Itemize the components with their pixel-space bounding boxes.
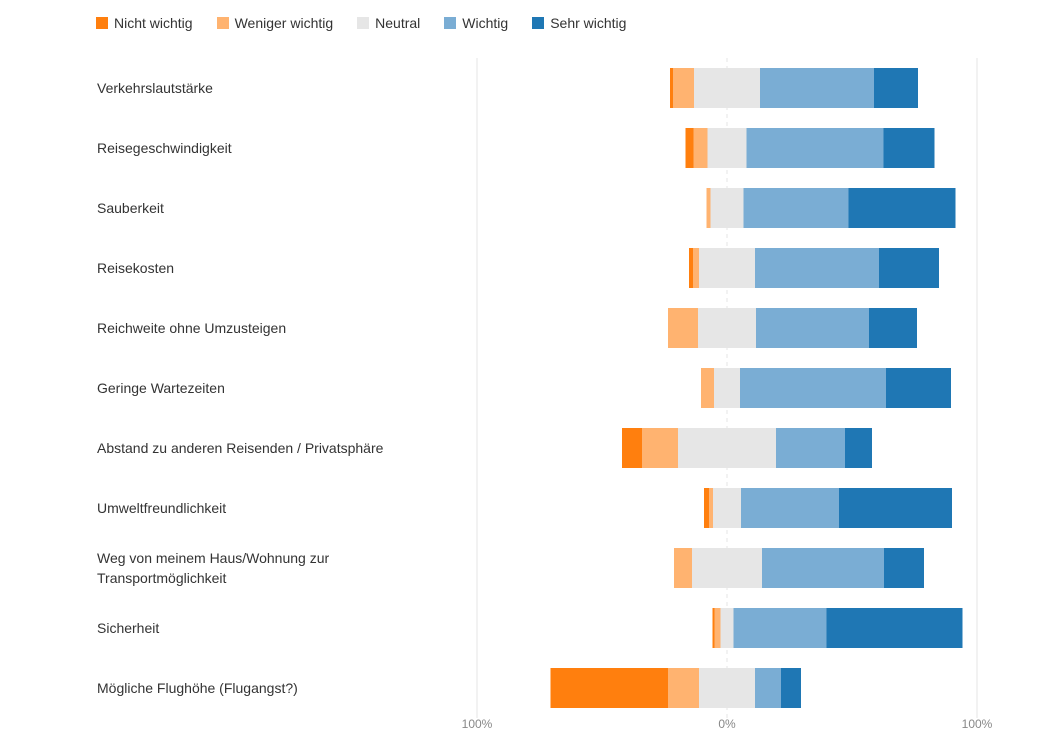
bar-segment[interactable] (839, 488, 952, 528)
bar-segment[interactable] (869, 308, 917, 348)
category-labels: Verkehrslautstärke Reisegeschwindigkeit … (0, 0, 470, 740)
category-label: Sauberkeit (97, 200, 164, 216)
legend-swatch (357, 17, 370, 29)
bar-segment[interactable] (845, 428, 872, 468)
legend-item-wichtig[interactable]: Wichtig (444, 15, 508, 31)
category-label: Reisekosten (97, 260, 175, 276)
bar-segment[interactable] (720, 608, 734, 648)
bar-segment[interactable] (781, 668, 801, 708)
bar-segment[interactable] (760, 68, 874, 108)
bar-segment[interactable] (713, 488, 741, 528)
legend-label: Neutral (375, 15, 421, 31)
bar-segment[interactable] (642, 428, 678, 468)
tick-label: 0% (718, 717, 736, 731)
legend-swatch (532, 17, 545, 29)
category-label: Mögliche Flughöhe (Flugangst?) (97, 680, 298, 696)
bar-segment[interactable] (886, 368, 951, 408)
legend-item-sehr-wichtig[interactable]: Sehr wichtig (532, 15, 626, 31)
legend-swatch (444, 17, 457, 29)
bar-segment[interactable] (678, 428, 776, 468)
tick-label: 100% (962, 717, 993, 731)
legend-label: Sehr wichtig (550, 15, 627, 31)
bar-segment[interactable] (712, 608, 715, 648)
bar-segment[interactable] (710, 188, 744, 228)
bar-segment[interactable] (622, 428, 642, 468)
tick-label: 100% (462, 717, 493, 731)
category-label: Abstand zu anderen Reisenden / Privatsph… (97, 440, 384, 456)
bar-segment[interactable] (698, 308, 756, 348)
legend-swatch (216, 17, 229, 29)
bar-segment[interactable] (701, 368, 714, 408)
bar-segment[interactable] (740, 368, 886, 408)
bar-segment[interactable] (692, 548, 762, 588)
legend-label: Weniger wichtig (234, 15, 334, 31)
legend-item-neutral[interactable]: Neutral (357, 15, 420, 31)
bar-segment[interactable] (755, 668, 781, 708)
category-label: Verkehrslautstärke (97, 80, 213, 96)
bar-segment[interactable] (848, 188, 956, 228)
legend: Nicht wichtig Weniger wichtig Neutral Wi… (96, 12, 626, 34)
bars (550, 68, 963, 708)
bar-segment[interactable] (884, 548, 924, 588)
bar-segment[interactable] (674, 548, 692, 588)
bar-segment[interactable] (673, 68, 694, 108)
category-label: Reisegeschwindigkeit (97, 140, 232, 156)
bar-segment[interactable] (689, 248, 693, 288)
bar-segment[interactable] (756, 308, 869, 348)
category-label: Weg von meinem Haus/Wohnung zur Transpor… (97, 550, 330, 586)
bar-segment[interactable] (699, 248, 755, 288)
bar-segment[interactable] (706, 188, 711, 228)
bar-segment[interactable] (879, 248, 939, 288)
bar-segment[interactable] (883, 128, 935, 168)
bar-segment[interactable] (693, 248, 699, 288)
legend-label: Nicht wichtig (114, 15, 193, 31)
bar-segment[interactable] (743, 188, 849, 228)
bar-segment[interactable] (694, 68, 760, 108)
bar-segment[interactable] (707, 128, 747, 168)
bar-segment[interactable] (704, 488, 709, 528)
category-label: Reichweite ohne Umzusteigen (97, 320, 287, 336)
bar-segment[interactable] (776, 428, 845, 468)
bar-segment[interactable] (699, 668, 755, 708)
bar-segment[interactable] (714, 368, 740, 408)
bar-segment[interactable] (550, 668, 669, 708)
bar-segment[interactable] (670, 68, 673, 108)
bar-segment[interactable] (755, 248, 879, 288)
bar-segment[interactable] (709, 488, 713, 528)
x-axis-ticks: 100% 0% 100% (462, 717, 993, 731)
bar-segment[interactable] (746, 128, 884, 168)
bar-segment[interactable] (685, 128, 694, 168)
category-label: Umweltfreundlichkeit (97, 500, 227, 516)
bar-segment[interactable] (693, 128, 708, 168)
bar-segment[interactable] (668, 308, 698, 348)
legend-label: Wichtig (462, 15, 509, 31)
bar-segment[interactable] (874, 68, 918, 108)
bar-segment[interactable] (668, 668, 699, 708)
category-label: Geringe Wartezeiten (97, 380, 225, 396)
bar-segment[interactable] (741, 488, 839, 528)
bar-segment[interactable] (826, 608, 963, 648)
bar-segment[interactable] (733, 608, 827, 648)
legend-item-nicht-wichtig[interactable]: Nicht wichtig (96, 15, 193, 31)
legend-item-weniger-wichtig[interactable]: Weniger wichtig (216, 15, 334, 31)
legend-swatch (96, 17, 108, 29)
bar-segment[interactable] (714, 608, 721, 648)
category-label: Sicherheit (97, 620, 160, 636)
bar-segment[interactable] (762, 548, 884, 588)
